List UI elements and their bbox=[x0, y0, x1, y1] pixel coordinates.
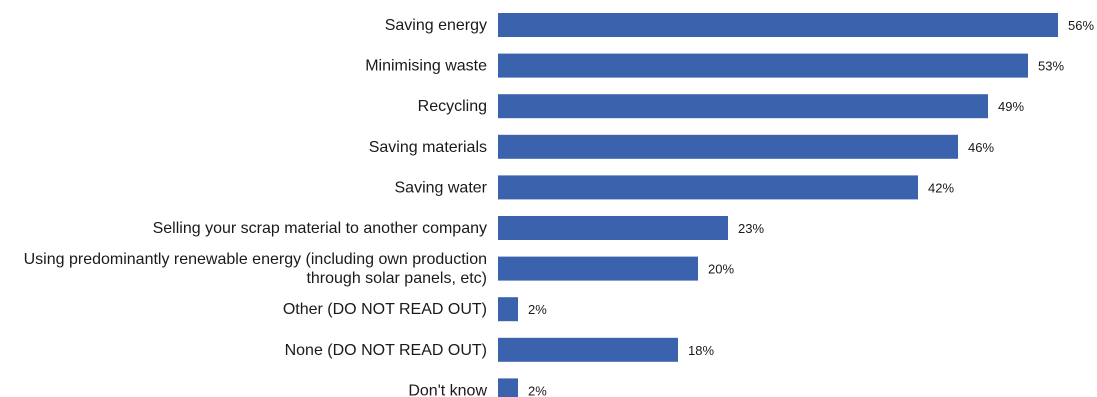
category-label-5-line-0: Selling your scrap material to another c… bbox=[153, 220, 487, 237]
category-label-5: Selling your scrap material to another c… bbox=[153, 220, 487, 237]
bar-9 bbox=[498, 378, 518, 397]
category-label-6-line-0: Using predominantly renewable energy (in… bbox=[24, 251, 487, 268]
value-label-8: 18% bbox=[688, 343, 714, 358]
bar-2 bbox=[498, 94, 988, 119]
category-label-7-line-0: Other (DO NOT READ OUT) bbox=[283, 301, 487, 318]
category-label-1-line-0: Minimising waste bbox=[365, 58, 487, 75]
value-label-7: 2% bbox=[528, 302, 547, 317]
category-label-7: Other (DO NOT READ OUT) bbox=[283, 301, 487, 318]
value-label-4: 42% bbox=[928, 180, 954, 195]
category-labels: Saving energy Minimising waste Recycling Sa… bbox=[24, 17, 488, 397]
category-label-3: Saving materials bbox=[369, 139, 487, 156]
category-label-2: Recycling bbox=[418, 98, 487, 115]
bar-8 bbox=[498, 337, 678, 362]
category-label-9: Don't know bbox=[408, 382, 487, 397]
category-label-4-line-0: Saving water bbox=[395, 179, 488, 196]
value-label-0: 56% bbox=[1068, 18, 1094, 33]
category-label-0-line-0: Saving energy bbox=[385, 17, 487, 34]
value-label-3: 46% bbox=[968, 140, 994, 155]
value-labels: 56% 53% 49% 46% 42% 23% 20% 2% 18% 2% bbox=[528, 18, 1094, 397]
bars bbox=[498, 13, 1058, 397]
category-label-6-line-1: through solar panels, etc) bbox=[306, 270, 487, 287]
bar-4 bbox=[498, 175, 918, 200]
value-label-6: 20% bbox=[708, 262, 734, 277]
bar-6 bbox=[498, 256, 698, 281]
category-label-8: None (DO NOT READ OUT) bbox=[285, 342, 487, 359]
category-label-4: Saving water bbox=[395, 179, 488, 196]
category-label-9-line-0: Don't know bbox=[408, 382, 487, 397]
value-label-5: 23% bbox=[738, 221, 764, 236]
category-label-2-line-0: Recycling bbox=[418, 98, 487, 115]
value-label-9: 2% bbox=[528, 383, 547, 397]
category-label-0: Saving energy bbox=[385, 17, 487, 34]
bar-7 bbox=[498, 297, 518, 322]
bar-5 bbox=[498, 216, 728, 240]
value-label-2: 49% bbox=[998, 99, 1024, 114]
value-label-1: 53% bbox=[1038, 59, 1064, 74]
category-label-1: Minimising waste bbox=[365, 58, 487, 75]
bar-0 bbox=[498, 13, 1058, 37]
category-label-8-line-0: None (DO NOT READ OUT) bbox=[285, 342, 487, 359]
bar-3 bbox=[498, 134, 958, 159]
bar-1 bbox=[498, 53, 1028, 78]
category-label-6: Using predominantly renewable energy (in… bbox=[24, 251, 487, 287]
category-label-3-line-0: Saving materials bbox=[369, 139, 487, 156]
